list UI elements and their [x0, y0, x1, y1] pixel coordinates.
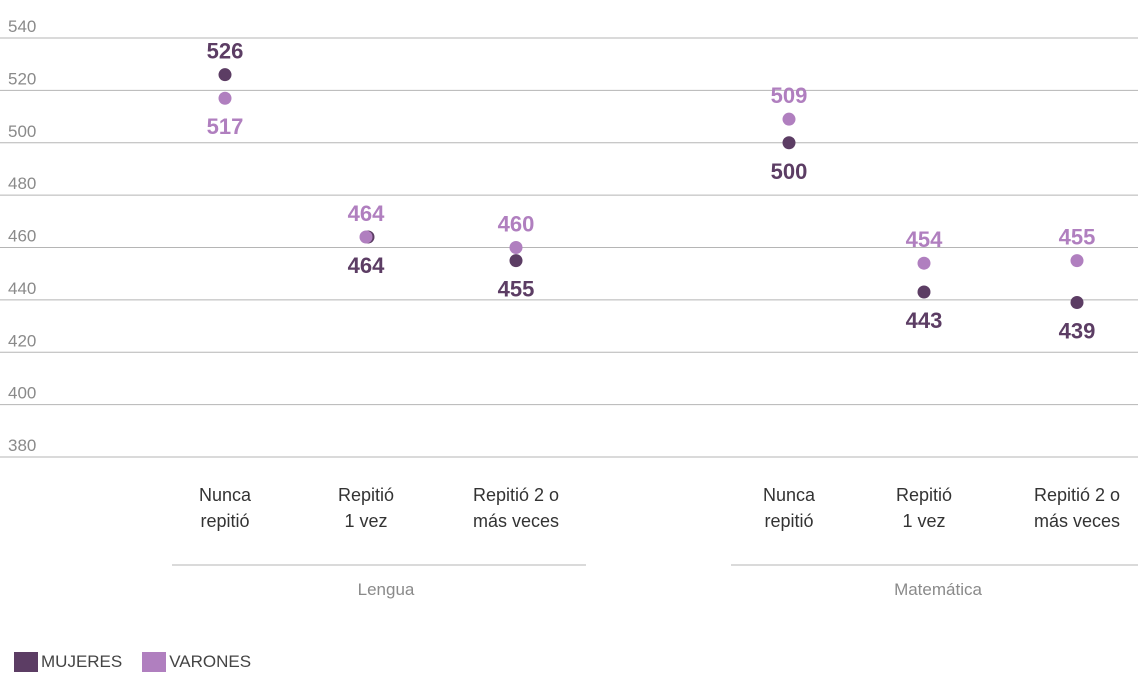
category-label-0-2-line1: más veces: [473, 511, 559, 531]
data-label-mujeres-0: 526: [207, 39, 244, 64]
data-label-varones-0: 517: [207, 114, 244, 139]
category-label-1-2-line1: más veces: [1034, 511, 1120, 531]
category-label-1-0-line1: repitió: [764, 511, 813, 531]
category-label-0-2-line0: Repitió 2 o: [473, 485, 559, 505]
legend-swatch-mujeres: [14, 652, 38, 672]
y-tick-label-380: 380: [8, 436, 36, 455]
y-tick-label-420: 420: [8, 331, 36, 350]
category-label-0-0-line0: Nunca: [199, 485, 252, 505]
legend-swatch-varones: [142, 652, 167, 672]
dot-varones-2: [509, 241, 523, 254]
data-label-varones-1: 464: [348, 201, 385, 226]
data-label-mujeres-4: 443: [906, 308, 943, 333]
dot-varones-3: [782, 112, 796, 126]
group-label-1: Matemática: [894, 580, 982, 599]
data-label-mujeres-2: 455: [498, 277, 535, 302]
group-label-0: Lengua: [358, 580, 415, 599]
category-label-0-1-line1: 1 vez: [344, 511, 387, 531]
y-tick-label-400: 400: [8, 384, 36, 403]
dot-mujeres-5: [1070, 295, 1084, 309]
y-tick-label-440: 440: [8, 279, 36, 298]
category-label-0-0-line1: repitió: [200, 511, 249, 531]
data-label-mujeres-1: 464: [348, 253, 385, 278]
legend: MUJERES VARONES: [14, 652, 271, 672]
dot-mujeres-3: [782, 136, 796, 150]
category-label-0-1-line0: Repitió: [338, 485, 394, 505]
data-label-mujeres-5: 439: [1059, 318, 1096, 343]
y-tick-label-480: 480: [8, 174, 36, 193]
dot-varones-5: [1070, 254, 1084, 268]
data-label-mujeres-3: 500: [771, 159, 808, 184]
data-label-varones-2: 460: [498, 212, 535, 237]
legend-item-mujeres: MUJERES: [14, 652, 122, 672]
dot-varones-1: [359, 230, 373, 244]
y-tick-label-460: 460: [8, 227, 36, 246]
category-label-1-1-line1: 1 vez: [902, 511, 945, 531]
y-tick-label-540: 540: [8, 17, 36, 36]
data-label-varones-5: 455: [1059, 225, 1096, 250]
dot-chart: 540 520 500 480 460 440 420 400 380 Nunca repitió R…: [0, 17, 1138, 599]
legend-label-mujeres: MUJERES: [41, 652, 123, 671]
category-label-1-1-line0: Repitió: [896, 485, 952, 505]
category-label-1-0-line0: Nunca: [763, 485, 816, 505]
dot-mujeres-4: [917, 285, 931, 299]
data-label-varones-4: 454: [906, 227, 943, 252]
dot-varones-4: [917, 256, 931, 270]
y-tick-label-500: 500: [8, 122, 36, 141]
category-label-1-2-line0: Repitió 2 o: [1034, 485, 1120, 505]
data-label-varones-3: 509: [771, 83, 808, 108]
legend-item-varones: VARONES: [142, 652, 251, 672]
y-tick-label-520: 520: [8, 69, 36, 88]
dot-mujeres-0: [218, 68, 232, 82]
dot-mujeres-2: [509, 254, 523, 268]
dot-varones-0: [218, 91, 232, 105]
legend-label-varones: VARONES: [169, 652, 252, 671]
